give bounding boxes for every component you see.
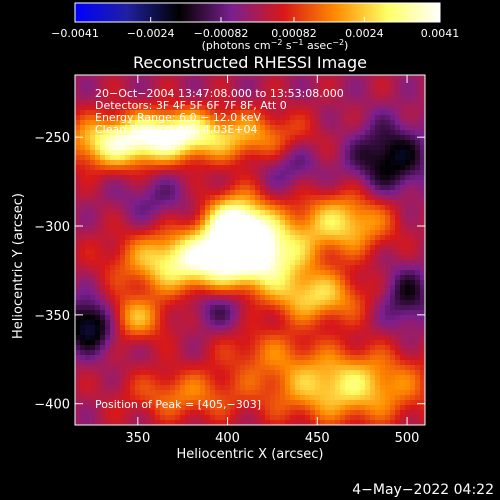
- colorbar-tick-label: 0.00082: [271, 27, 317, 40]
- colorbar-tick-label: −0.0041: [51, 27, 99, 40]
- x-axis-label: Heliocentric X (arcsec): [177, 447, 324, 462]
- x-tick-label: 350: [125, 431, 150, 446]
- colorbar-tick-label: −0.0024: [127, 27, 175, 40]
- colorbar: [74, 2, 441, 23]
- y-axis-ticks: −250 −300 −350 −400: [34, 131, 425, 413]
- info-line-energy: Energy Range: 6.0 − 12.0 keV: [95, 111, 262, 124]
- x-tick-label: 400: [215, 431, 240, 446]
- chart-title: Reconstructed RHESSI Image: [133, 53, 367, 72]
- x-tick-label: 450: [305, 431, 330, 446]
- y-tick-label: −250: [34, 131, 70, 146]
- y-tick-label: −400: [34, 398, 70, 413]
- info-line-clean: Clean Total counts: 4.03E+04: [95, 123, 258, 136]
- y-tick-label: −300: [34, 220, 70, 235]
- colorbar-tick-label: 0.0024: [345, 27, 384, 40]
- x-axis-ticks: 350 400 450 500: [125, 75, 419, 446]
- plot-frame: [74, 74, 426, 426]
- x-tick-label: 500: [395, 431, 420, 446]
- info-line-detectors: Detectors: 3F 4F 5F 6F 7F 8F, Att 0: [95, 99, 287, 112]
- colorbar-unit-label: (photons cm−2 s−1 asec−2): [202, 38, 349, 52]
- colorbar-tick-label: 0.0041: [421, 27, 460, 40]
- y-axis-label: Heliocentric Y (arcsec): [11, 193, 26, 339]
- info-line-time: 20−Oct−2004 13:47:08.000 to 13:53:08.000: [95, 87, 344, 100]
- info-block: 20−Oct−2004 13:47:08.000 to 13:53:08.000…: [95, 87, 344, 136]
- peak-position-label: Position of Peak = [405,−303]: [95, 398, 261, 411]
- footer-date: 4−May−2022 04:22: [352, 482, 494, 498]
- colorbar-ticks: −0.0041 −0.0024 −0.00082 0.00082 0.0024 0.004…: [51, 17, 459, 40]
- colorbar-tick-label: −0.00082: [194, 27, 249, 40]
- y-tick-label: −350: [34, 309, 70, 324]
